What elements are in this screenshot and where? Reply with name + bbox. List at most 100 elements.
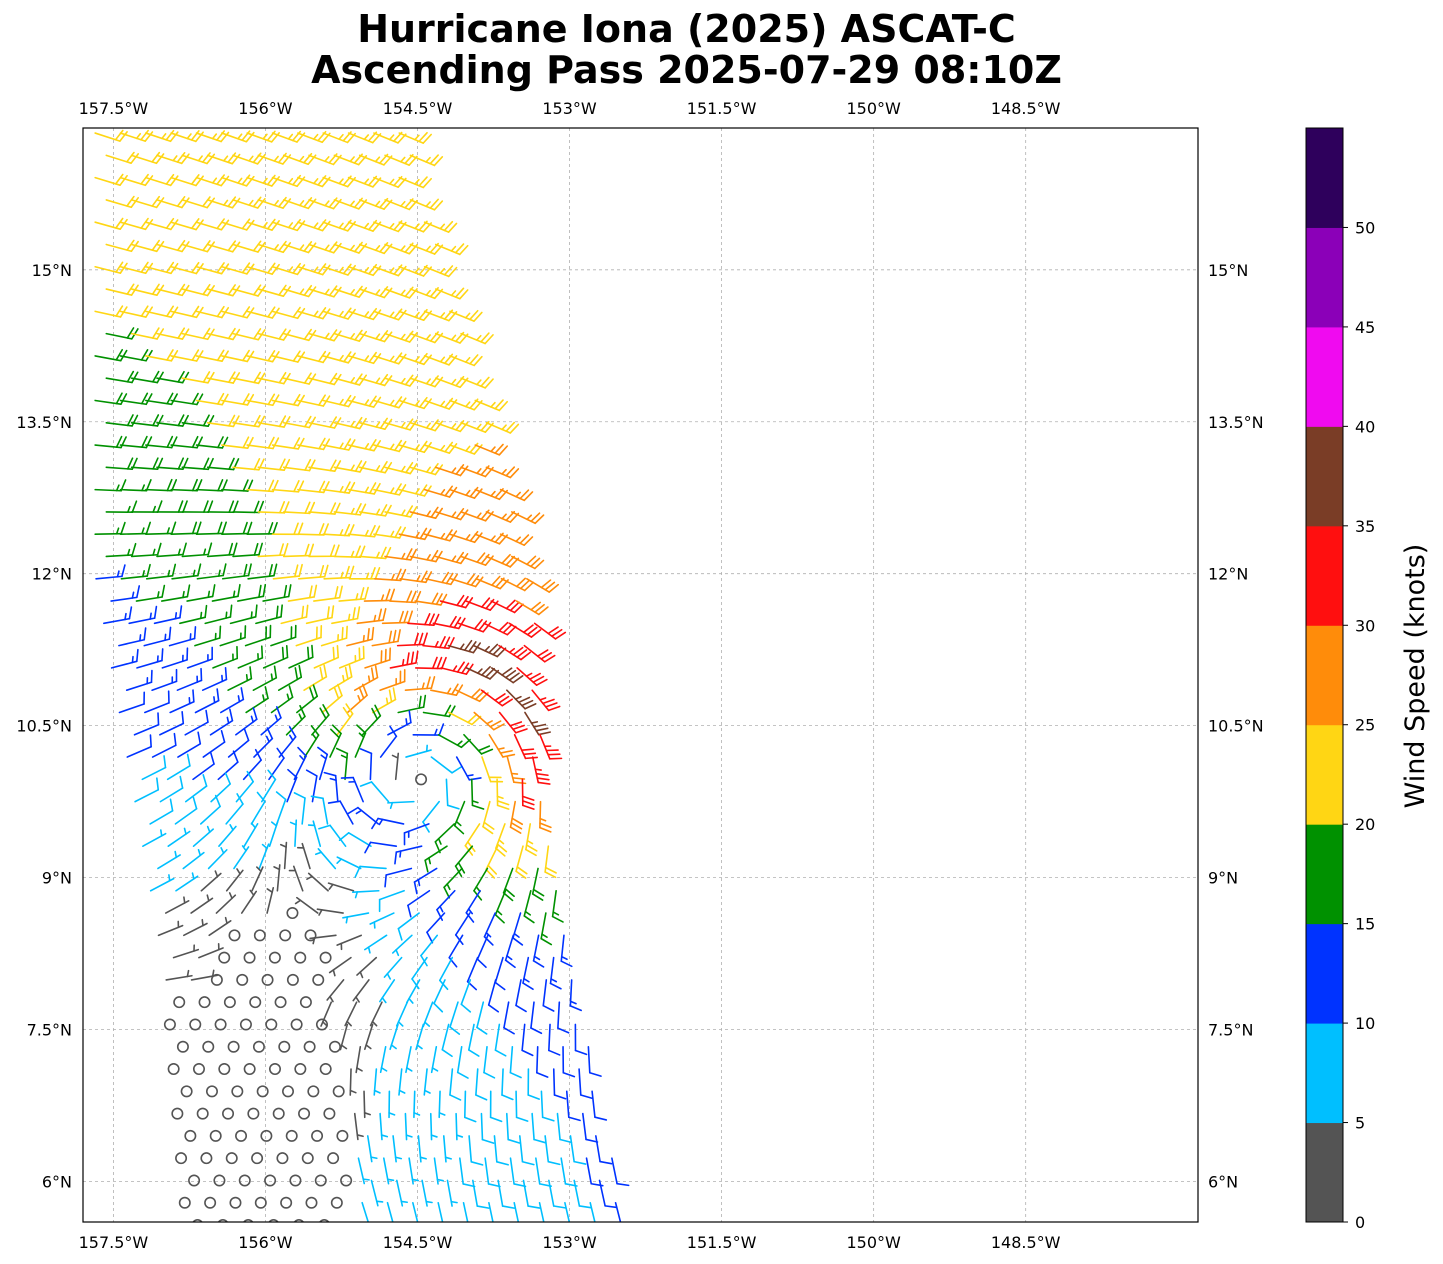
barb-feather <box>482 825 494 835</box>
barb-feather <box>126 195 135 207</box>
barb-feather <box>342 706 351 719</box>
barb-feather <box>473 618 483 630</box>
barb-feather <box>440 593 448 606</box>
wind-barb <box>200 794 221 825</box>
barb-half-feather <box>389 443 395 451</box>
barb-feather <box>368 307 378 319</box>
barb-feather <box>278 415 287 428</box>
wind-barb <box>170 521 202 535</box>
wind-barb <box>434 287 469 300</box>
wind-barb <box>422 1001 434 1028</box>
wind-barb <box>164 896 190 914</box>
wind-barb <box>145 392 178 406</box>
wind-barb <box>105 195 139 209</box>
wind-barb <box>433 979 446 1013</box>
wind-barb <box>523 889 535 924</box>
wind-barb <box>483 621 517 636</box>
wind-barb <box>171 1107 184 1120</box>
barb-feather <box>145 521 152 535</box>
barb-feather <box>470 688 481 699</box>
barb-half-feather <box>439 312 446 319</box>
barb-feather <box>448 705 456 718</box>
calm-circle <box>304 929 317 942</box>
barb-feather <box>318 394 326 406</box>
barb-half-feather <box>450 378 457 385</box>
barb-feather <box>510 821 523 830</box>
lat-tick-label-right-3: 10.5°N <box>1208 717 1264 736</box>
barb-feather <box>282 198 292 209</box>
barb-feather <box>267 769 277 781</box>
wind-barb <box>156 196 190 209</box>
wind-barb <box>257 152 292 165</box>
barb-feather <box>368 263 378 275</box>
wind-barb <box>544 1135 561 1166</box>
wind-barb <box>156 151 190 165</box>
wind-barb <box>221 521 253 535</box>
barb-half-feather <box>380 594 385 602</box>
wind-barb <box>350 1225 363 1249</box>
barb-half-feather <box>273 155 279 162</box>
barb-half-feather <box>476 512 482 519</box>
barb-feather <box>426 931 434 944</box>
barb-feather <box>524 703 537 710</box>
barb-feather <box>119 218 128 231</box>
wind-barb <box>578 1068 593 1100</box>
wind-barb <box>373 308 407 321</box>
barb-half-feather <box>426 554 431 561</box>
wind-barb <box>119 217 154 231</box>
barb-feather <box>441 1048 453 1058</box>
wind-barb <box>221 262 255 275</box>
barb-half-feather <box>395 949 400 957</box>
barb-feather <box>383 287 393 299</box>
barb-feather <box>489 600 499 611</box>
barb-feather <box>423 398 432 410</box>
barb-feather <box>202 457 210 470</box>
barb-feather <box>418 632 424 646</box>
barb-half-feather <box>476 379 482 386</box>
barb-staff <box>420 934 439 957</box>
barb-half-feather <box>450 290 457 297</box>
barb-staff <box>518 1135 524 1163</box>
barb-feather <box>382 607 387 621</box>
wind-barb <box>275 791 287 825</box>
barb-feather <box>481 666 491 676</box>
wind-barb <box>153 605 183 625</box>
barb-feather <box>332 646 335 661</box>
barb-half-feather <box>465 534 471 541</box>
lat-tick-label-left-3: 10.5°N <box>16 717 72 736</box>
barb-feather <box>220 263 230 275</box>
wind-barb <box>347 482 381 495</box>
calm-circle <box>260 1129 273 1142</box>
wind-barb <box>340 1174 353 1187</box>
barb-staff <box>437 1201 444 1222</box>
wind-barb <box>387 800 415 810</box>
barb-feather <box>379 417 388 429</box>
barb-feather <box>202 327 211 340</box>
wind-barb <box>323 771 339 803</box>
wind-barb <box>357 1157 370 1185</box>
barb-feather <box>480 332 490 343</box>
wind-barb <box>405 1045 413 1074</box>
barb-feather <box>343 438 352 450</box>
barb-feather <box>509 1071 522 1079</box>
wind-barb <box>264 1174 277 1187</box>
colorbar-swatch-10 <box>1306 923 1343 1024</box>
wind-barb <box>195 218 230 231</box>
barb-feather <box>422 694 427 708</box>
wind-barb <box>354 865 387 878</box>
barb-feather <box>271 176 280 187</box>
wind-barb <box>184 1129 197 1142</box>
barb-feather <box>544 871 557 879</box>
barb-feather <box>488 643 499 654</box>
wind-barb <box>217 750 239 781</box>
wind-barb <box>136 648 164 669</box>
wind-barb <box>196 1107 209 1120</box>
barb-feather <box>476 1026 488 1035</box>
barb-feather <box>385 588 391 602</box>
barb-feather <box>522 752 537 756</box>
barb-staff <box>370 781 390 803</box>
wind-barb <box>239 1018 252 1031</box>
colorbar-tick-label-8: 40 <box>1355 417 1375 436</box>
barb-feather <box>246 393 255 406</box>
calm-circle <box>184 1129 197 1142</box>
